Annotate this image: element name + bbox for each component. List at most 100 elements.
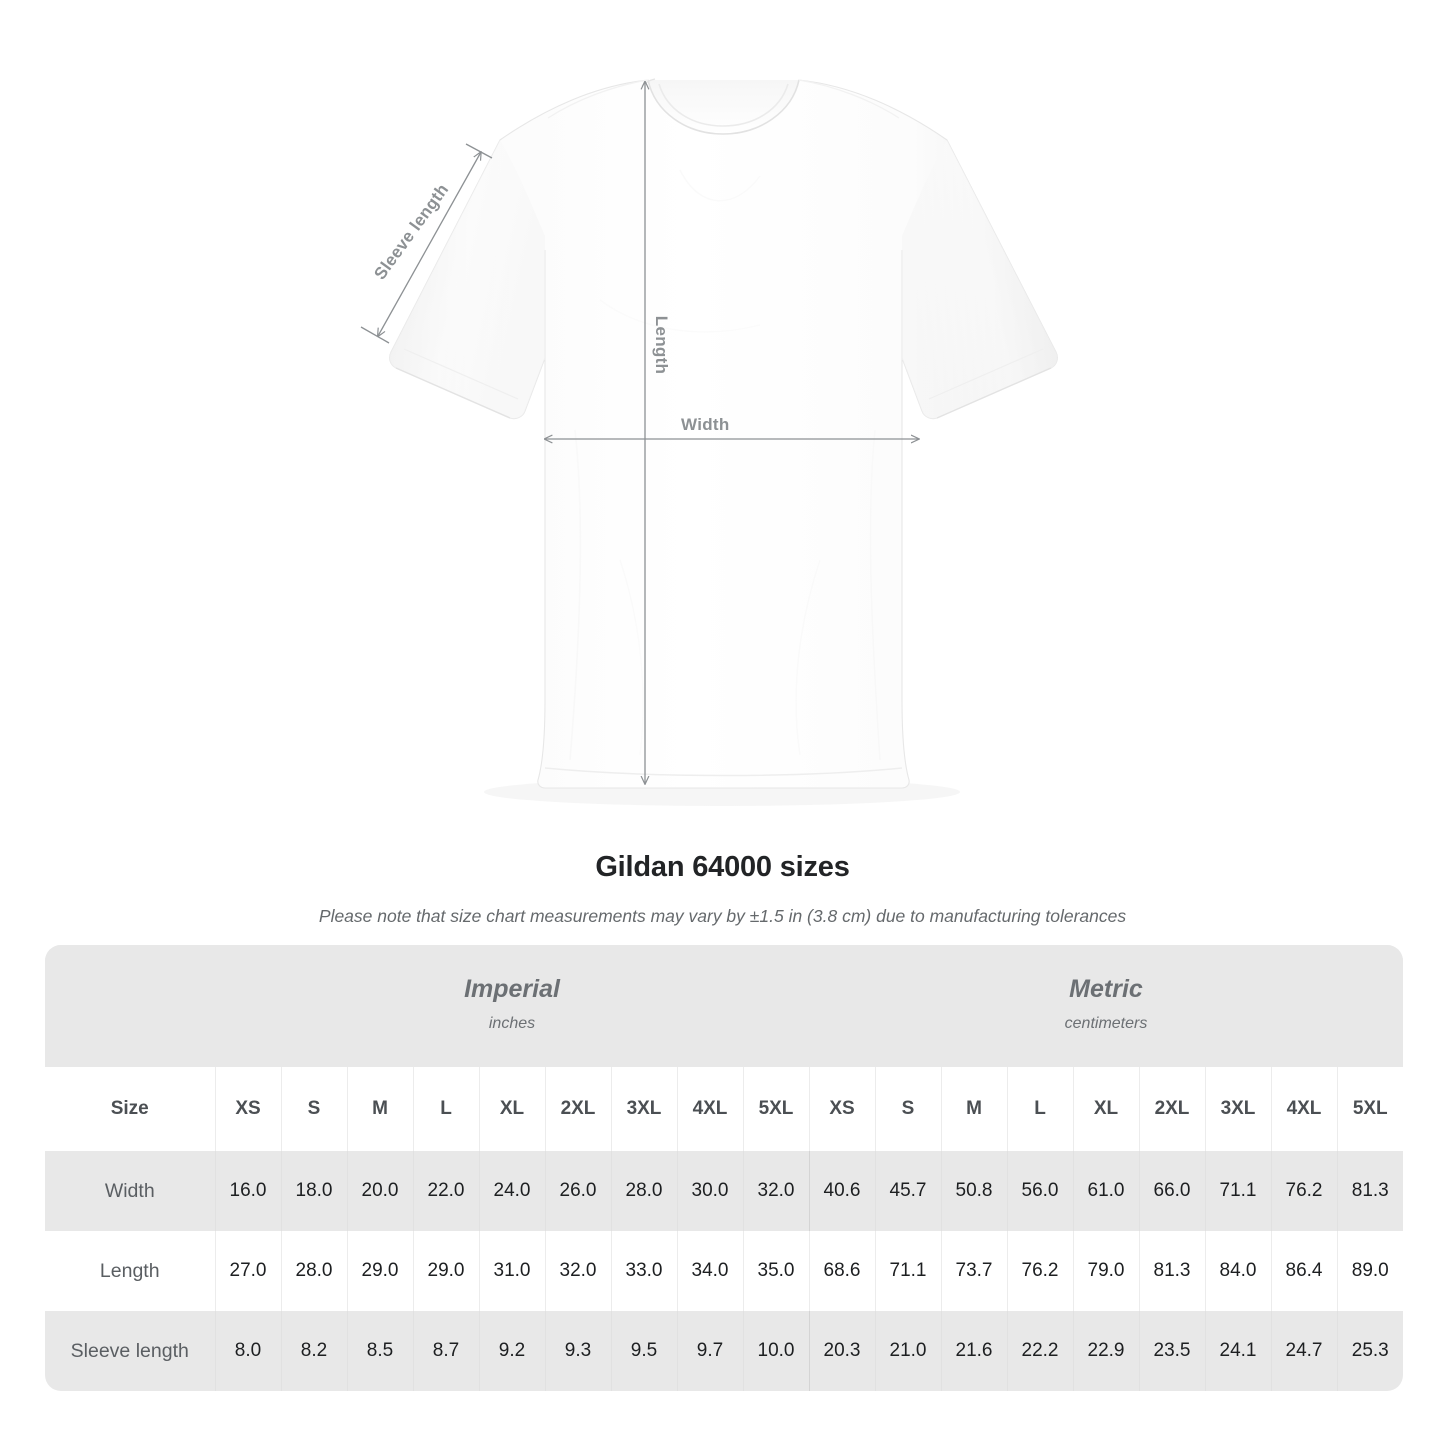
cell-length-imperial-4xl: 34.0 xyxy=(676,1231,743,1311)
cell-sleeve-imperial-5xl: 10.0 xyxy=(742,1311,809,1391)
size-header-label: Size xyxy=(110,1098,149,1119)
right-sleeve xyxy=(902,140,1058,419)
size-col-imperial-4xl: 4XL xyxy=(676,1067,743,1151)
size-col-metric-2xl: 2XL xyxy=(1138,1067,1205,1151)
cell-width-metric-m: 50.8 xyxy=(940,1151,1007,1231)
unit-detail-metric: centimeters xyxy=(1064,1015,1148,1032)
t-shirt-diagram: Sleeve length Length Width xyxy=(360,78,1058,789)
sleeve-tick-top xyxy=(465,143,493,159)
tolerance-note: Please note that size chart measurements… xyxy=(318,906,1127,926)
cell-width-metric-4xl: 76.2 xyxy=(1270,1151,1337,1231)
cell-sleeve-imperial-m: 8.5 xyxy=(346,1311,413,1391)
cell-sleeve-metric-xs: 20.3 xyxy=(808,1311,875,1391)
cell-length-metric-l: 76.2 xyxy=(1006,1231,1073,1311)
size-col-metric-3xl: 3XL xyxy=(1204,1067,1271,1151)
sleeve-length-arrow xyxy=(378,152,481,336)
size-col-imperial-m: M xyxy=(346,1067,413,1151)
cell-length-imperial-xl: 31.0 xyxy=(478,1231,545,1311)
cell-width-metric-xl: 61.0 xyxy=(1072,1151,1139,1231)
left-shoulder-seam xyxy=(547,79,649,119)
cell-sleeve-metric-5xl: 25.3 xyxy=(1336,1311,1403,1391)
left-sleeve-hem xyxy=(395,367,511,419)
cell-sleeve-imperial-2xl: 9.3 xyxy=(544,1311,611,1391)
size-col-metric-xs: XS xyxy=(808,1067,875,1151)
cell-width-metric-xs: 40.6 xyxy=(808,1151,875,1231)
cell-sleeve-imperial-s: 8.2 xyxy=(280,1311,347,1391)
cell-length-imperial-m: 29.0 xyxy=(346,1231,413,1311)
width-label: Width xyxy=(681,415,730,434)
cell-length-metric-xl: 79.0 xyxy=(1072,1231,1139,1311)
size-col-imperial-xl: XL xyxy=(478,1067,545,1151)
unit-system-imperial: Imperial xyxy=(464,975,560,1003)
cell-width-imperial-3xl: 28.0 xyxy=(610,1151,677,1231)
right-sleeve-hem xyxy=(936,367,1052,419)
cell-sleeve-metric-4xl: 24.7 xyxy=(1270,1311,1337,1391)
cell-sleeve-imperial-3xl: 9.5 xyxy=(610,1311,677,1391)
cell-length-metric-4xl: 86.4 xyxy=(1270,1231,1337,1311)
cell-width-imperial-2xl: 26.0 xyxy=(544,1151,611,1231)
page-title: Gildan 64000 sizes xyxy=(595,851,850,883)
row-label-width: Width xyxy=(45,1151,215,1231)
cell-sleeve-metric-2xl: 23.5 xyxy=(1138,1311,1205,1391)
cell-length-metric-xs: 68.6 xyxy=(808,1231,875,1311)
size-col-imperial-5xl: 5XL xyxy=(742,1067,809,1151)
cell-length-metric-s: 71.1 xyxy=(874,1231,941,1311)
cell-length-imperial-s: 28.0 xyxy=(280,1231,347,1311)
row-label-length: Length xyxy=(99,1259,160,1282)
cell-sleeve-imperial-xl: 9.2 xyxy=(478,1311,545,1391)
cell-sleeve-metric-3xl: 24.1 xyxy=(1204,1311,1271,1391)
cell-length-metric-3xl: 84.0 xyxy=(1204,1231,1271,1311)
unit-group-metric: Metric centimeters xyxy=(809,945,1403,1067)
size-col-imperial-2xl: 2XL xyxy=(544,1067,611,1151)
collar-outer xyxy=(647,79,800,135)
cell-sleeve-imperial-xs: 8.0 xyxy=(214,1311,281,1391)
title-block: Gildan 64000 sizes Please note that size… xyxy=(0,848,1445,928)
bottom-hem xyxy=(544,767,903,777)
cell-width-imperial-m: 20.0 xyxy=(346,1151,413,1231)
sleeve-tick-bottom xyxy=(360,326,390,344)
cell-width-imperial-l: 22.0 xyxy=(412,1151,479,1231)
t-shirt-illustration xyxy=(360,78,1058,789)
cell-width-metric-3xl: 71.1 xyxy=(1204,1151,1271,1231)
cell-length-imperial-5xl: 35.0 xyxy=(742,1231,809,1311)
size-col-imperial-s: S xyxy=(280,1067,347,1151)
cell-length-metric-2xl: 81.3 xyxy=(1138,1231,1205,1311)
table-row: Width 16.0 18.0 20.0 22.0 24.0 26.0 28.0… xyxy=(45,1151,1403,1231)
length-label: Length xyxy=(652,315,672,375)
size-col-metric-m: M xyxy=(940,1067,1007,1151)
size-col-imperial-3xl: 3XL xyxy=(610,1067,677,1151)
cell-width-metric-2xl: 66.0 xyxy=(1138,1151,1205,1231)
size-chart-table-container: Imperial inches Metric centimeters Size … xyxy=(45,945,1403,1391)
cell-width-imperial-xs: 16.0 xyxy=(214,1151,281,1231)
cell-length-imperial-2xl: 32.0 xyxy=(544,1231,611,1311)
cell-length-imperial-3xl: 33.0 xyxy=(610,1231,677,1311)
cell-length-imperial-l: 29.0 xyxy=(412,1231,479,1311)
unit-detail-imperial: inches xyxy=(488,1015,536,1032)
cell-sleeve-metric-l: 22.2 xyxy=(1006,1311,1073,1391)
cell-sleeve-metric-xl: 22.9 xyxy=(1072,1311,1139,1391)
cell-width-imperial-4xl: 30.0 xyxy=(676,1151,743,1231)
unit-group-imperial: Imperial inches xyxy=(215,945,809,1067)
cell-length-metric-5xl: 89.0 xyxy=(1336,1231,1403,1311)
row-label-sleeve-length: Sleeve length xyxy=(45,1311,215,1391)
size-col-metric-4xl: 4XL xyxy=(1270,1067,1337,1151)
size-col-imperial-xs: XS xyxy=(214,1067,281,1151)
right-shoulder-seam xyxy=(798,79,900,119)
cell-sleeve-imperial-4xl: 9.7 xyxy=(676,1311,743,1391)
collar-inner xyxy=(658,83,789,127)
unit-banner-row: Imperial inches Metric centimeters xyxy=(45,945,1403,1067)
size-col-imperial-l: L xyxy=(412,1067,479,1151)
right-sleeve-hem-inner xyxy=(928,348,1044,400)
cell-width-imperial-xl: 24.0 xyxy=(478,1151,545,1231)
cell-sleeve-metric-m: 21.6 xyxy=(940,1311,1007,1391)
cell-sleeve-imperial-l: 8.7 xyxy=(412,1311,479,1391)
cell-width-imperial-5xl: 32.0 xyxy=(742,1151,809,1231)
cell-width-metric-l: 56.0 xyxy=(1006,1151,1073,1231)
size-col-metric-l: L xyxy=(1006,1067,1073,1151)
size-col-metric-xl: XL xyxy=(1072,1067,1139,1151)
unit-banner-spacer xyxy=(45,945,215,1067)
size-col-metric-5xl: 5XL xyxy=(1336,1067,1403,1151)
size-chart-table: Imperial inches Metric centimeters Size … xyxy=(45,945,1403,1391)
cell-length-imperial-xs: 27.0 xyxy=(214,1231,281,1311)
unit-system-metric: Metric xyxy=(1069,975,1143,1003)
